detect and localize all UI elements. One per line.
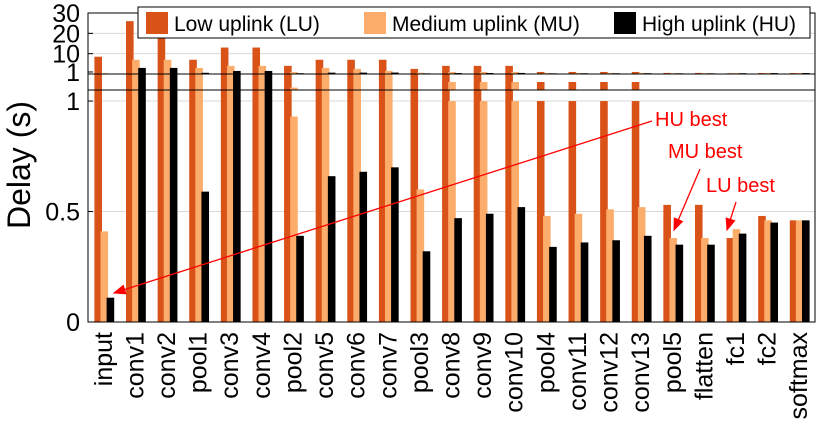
bar-low-uplink-lu-input-top [94,57,102,74]
bar-high-uplink-hu-conv1-bottom [138,90,146,322]
bar-high-uplink-hu-conv1-top [138,68,146,74]
legend-label: Low uplink (LU) [174,13,320,36]
x-tick-label: pool1 [185,332,213,393]
bar-medium-uplink-mu-conv7-middle [385,74,393,90]
bar-low-uplink-lu-conv13-middle [632,82,640,90]
x-tick-label: conv13 [627,332,655,413]
x-tick-label: conv4 [248,332,276,399]
bar-medium-uplink-mu-conv5-middle [322,74,330,90]
bar-high-uplink-hu-conv4-bottom [265,90,273,322]
bar-low-uplink-lu-conv12-middle [600,82,608,90]
y-tick-label: 30 [52,0,80,28]
bar-high-uplink-hu-conv3-bottom [233,90,241,322]
bar-medium-uplink-mu-conv10-middle [511,82,519,90]
bar-low-uplink-lu-conv11-middle [569,82,577,90]
annotation-label: MU best [668,141,743,163]
y-axis-label: Delay (s) [1,101,37,229]
bar-high-uplink-hu-flatten-bottom [707,245,715,322]
x-tick-label: conv6 [343,332,371,399]
legend-swatch [364,12,386,34]
x-tick-label: conv3 [216,332,244,399]
bar-medium-uplink-mu-conv9-middle [480,82,488,90]
annotation-arrow [727,202,736,230]
x-tick-label: conv12 [596,332,624,413]
bar-high-uplink-hu-conv9-bottom [486,214,494,322]
x-tick-label: conv2 [153,332,181,399]
bar-low-uplink-lu-input-middle [94,74,102,90]
bar-high-uplink-hu-conv2-top [170,68,178,74]
x-tick-label: conv1 [121,332,149,399]
x-tick-label: flatten [690,332,718,400]
y-tick-label: 0 [66,309,80,337]
x-tick-label: softmax [785,332,813,420]
annotation-label: LU best [706,175,775,197]
bar-high-uplink-hu-conv12-bottom [612,240,620,322]
x-tick-label: fc2 [754,332,782,365]
x-tick-label: conv7 [374,332,402,399]
bar-high-uplink-hu-conv13-bottom [644,236,652,322]
bar-high-uplink-hu-conv2-bottom [170,90,178,322]
legend-swatch [614,12,636,34]
bar-high-uplink-hu-pool1-bottom [201,192,209,322]
legend-label: Medium uplink (MU) [392,13,580,36]
bar-low-uplink-lu-pool4-middle [537,82,545,90]
bar-high-uplink-hu-conv7-bottom [391,167,399,322]
bar-high-uplink-hu-conv4-middle [265,74,273,90]
bar-high-uplink-hu-conv11-bottom [581,242,589,322]
bar-medium-uplink-mu-conv6-middle [353,74,361,90]
bar-high-uplink-hu-fc1-bottom [739,234,747,322]
x-tick-label: pool3 [406,332,434,393]
bar-high-uplink-hu-input-bottom [107,298,115,322]
bar-high-uplink-hu-softmax-bottom [802,220,810,322]
x-tick-label: conv9 [469,332,497,399]
bar-high-uplink-hu-conv1-middle [138,74,146,90]
bar-high-uplink-hu-conv10-bottom [518,207,526,322]
bar-high-uplink-hu-pool5-bottom [676,245,684,322]
y-tick-label: 1 [66,88,80,116]
x-tick-label: pool4 [532,332,560,393]
bar-medium-uplink-mu-pool1-middle [195,74,203,90]
x-tick-label: pool2 [279,332,307,393]
x-tick-label: pool5 [659,332,687,393]
bar-high-uplink-hu-fc2-bottom [770,223,778,322]
bar-low-uplink-lu-pool3-middle [410,74,418,90]
bar-high-uplink-hu-pool2-bottom [296,236,304,322]
bar-high-uplink-hu-conv3-middle [233,74,241,90]
x-tick-label: conv8 [438,332,466,399]
legend-label: High uplink (HU) [642,13,796,36]
bar-high-uplink-hu-conv2-middle [170,74,178,90]
y-tick-label: 0.5 [45,199,80,227]
bar-high-uplink-hu-conv8-bottom [454,218,462,322]
bar-high-uplink-hu-conv5-bottom [328,176,336,322]
bar-high-uplink-hu-conv6-bottom [359,172,367,322]
annotation-label: HU best [655,109,728,131]
x-tick-label: input [90,332,118,386]
bar-high-uplink-hu-pool4-bottom [549,247,557,322]
x-tick-label: fc1 [722,332,750,365]
bar-medium-uplink-mu-conv8-middle [448,82,456,90]
x-tick-label: conv10 [501,332,529,413]
x-tick-label: conv5 [311,332,339,399]
legend-swatch [146,12,168,34]
bar-high-uplink-hu-pool3-bottom [423,251,431,322]
x-tick-label: conv11 [564,332,592,411]
